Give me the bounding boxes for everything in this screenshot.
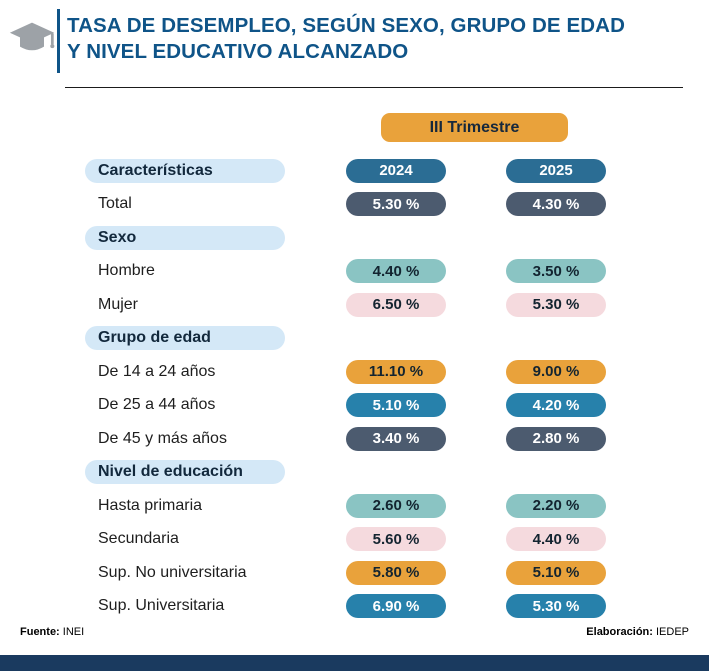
title-divider — [65, 87, 683, 88]
page-title: TASA DE DESEMPLEO, SEGÚN SEXO, GRUPO DE … — [67, 13, 677, 64]
section-row: Nivel de educación — [85, 456, 640, 490]
elaboration-label: Elaboración: — [586, 626, 653, 638]
table-row: Secundaria 5.60 % 4.40 % — [85, 523, 640, 557]
table-row: De 45 y más años 3.40 % 2.80 % — [85, 422, 640, 456]
year-2025-cell: 2025 — [472, 158, 640, 183]
title-accent-bar — [57, 9, 60, 73]
section-label: Grupo de edad — [85, 326, 285, 351]
source-value: INEI — [62, 626, 85, 638]
value-pill-2025: 2.20 % — [506, 493, 606, 518]
value-pill-2025: 9.00 % — [506, 359, 606, 384]
value-pill-2024: 5.30 % — [346, 192, 446, 217]
table-row: Hombre 4.40 % 3.50 % — [85, 255, 640, 289]
row-label: Sup. No universitaria — [98, 563, 247, 581]
value-pill-2025: 5.30 % — [506, 292, 606, 317]
row-label: De 14 a 24 años — [98, 362, 216, 380]
value-pill-2024: 11.10 % — [346, 359, 446, 384]
value-pill-2025: 5.10 % — [506, 560, 606, 585]
table-rows: Total 5.30 % 4.30 % Sexo Hombre 4.40 % 3.50 % M… — [85, 188, 640, 624]
row-label: De 45 y más años — [98, 429, 227, 447]
table-row: Mujer 6.50 % 5.30 % — [85, 288, 640, 322]
characteristics-header: Características — [85, 158, 285, 183]
value-cell-2025: 2.20 % — [472, 493, 640, 518]
value-cell-2025: 2.80 % — [472, 426, 640, 451]
value-pill-2024: 5.60 % — [346, 527, 446, 552]
value-cell-2024: 5.60 % — [320, 527, 472, 552]
row-label: De 25 a 44 años — [98, 396, 216, 414]
value-cell-2024: 3.40 % — [320, 426, 472, 451]
value-pill-2025: 4.40 % — [506, 527, 606, 552]
value-cell-2024: 11.10 % — [320, 359, 472, 384]
value-cell-2024: 5.10 % — [320, 393, 472, 418]
row-label: Hasta primaria — [98, 496, 203, 514]
quarter-badge: III Trimestre — [381, 113, 568, 142]
value-cell-2024: 4.40 % — [320, 259, 472, 284]
value-cell-2024: 5.80 % — [320, 560, 472, 585]
page-title-line2: Y NIVEL EDUCATIVO ALCANZADO — [67, 39, 409, 63]
value-cell-2024: 2.60 % — [320, 493, 472, 518]
table-row: Sup. Universitaria 6.90 % 5.30 % — [85, 590, 640, 624]
value-pill-2025: 4.20 % — [506, 393, 606, 418]
year-2024-cell: 2024 — [320, 158, 472, 183]
value-cell-2025: 5.30 % — [472, 292, 640, 317]
elaboration-note: Elaboración: IEDEP — [586, 626, 689, 638]
table-row: De 25 a 44 años 5.10 % 4.20 % — [85, 389, 640, 423]
section-label: Nivel de educación — [85, 460, 285, 485]
data-table: Características 2024 2025 Total 5.30 % 4.3… — [85, 154, 640, 623]
section-row: Grupo de edad — [85, 322, 640, 356]
value-cell-2024: 6.50 % — [320, 292, 472, 317]
table-row: De 14 a 24 años 11.10 % 9.00 % — [85, 355, 640, 389]
year-2024-header: 2024 — [346, 158, 446, 183]
value-pill-2025: 2.80 % — [506, 426, 606, 451]
elaboration-value: IEDEP — [655, 626, 689, 638]
value-pill-2024: 3.40 % — [346, 426, 446, 451]
value-cell-2025: 5.30 % — [472, 594, 640, 619]
value-cell-2024: 5.30 % — [320, 192, 472, 217]
graduation-cap-icon — [9, 22, 55, 51]
value-pill-2024: 6.90 % — [346, 594, 446, 619]
row-label: Total — [98, 195, 132, 213]
row-label: Sup. Universitaria — [98, 597, 225, 615]
value-pill-2024: 6.50 % — [346, 292, 446, 317]
table-row: Total 5.30 % 4.30 % — [85, 188, 640, 222]
section-label: Sexo — [85, 225, 285, 250]
value-cell-2025: 4.40 % — [472, 527, 640, 552]
value-pill-2025: 4.30 % — [506, 192, 606, 217]
row-label: Secundaria — [98, 530, 179, 548]
value-cell-2025: 5.10 % — [472, 560, 640, 585]
source-label: Fuente: — [20, 626, 60, 638]
value-pill-2024: 2.60 % — [346, 493, 446, 518]
table-row: Sup. No universitaria 5.80 % 5.10 % — [85, 556, 640, 590]
value-cell-2025: 4.30 % — [472, 192, 640, 217]
value-pill-2025: 5.30 % — [506, 594, 606, 619]
value-pill-2024: 5.80 % — [346, 560, 446, 585]
table-row: Hasta primaria 2.60 % 2.20 % — [85, 489, 640, 523]
value-cell-2025: 9.00 % — [472, 359, 640, 384]
table-header-row: Características 2024 2025 — [85, 154, 640, 188]
source-note: Fuente: INEI — [20, 626, 84, 638]
value-cell-2024: 6.90 % — [320, 594, 472, 619]
row-label: Mujer — [98, 295, 139, 313]
value-pill-2024: 5.10 % — [346, 393, 446, 418]
value-pill-2025: 3.50 % — [506, 259, 606, 284]
value-cell-2025: 4.20 % — [472, 393, 640, 418]
value-cell-2025: 3.50 % — [472, 259, 640, 284]
page-title-line1: TASA DE DESEMPLEO, SEGÚN SEXO, GRUPO DE … — [67, 14, 625, 37]
row-label: Hombre — [98, 262, 155, 280]
year-2025-header: 2025 — [506, 158, 606, 183]
section-row: Sexo — [85, 221, 640, 255]
bottom-bar — [0, 655, 709, 671]
value-pill-2024: 4.40 % — [346, 259, 446, 284]
